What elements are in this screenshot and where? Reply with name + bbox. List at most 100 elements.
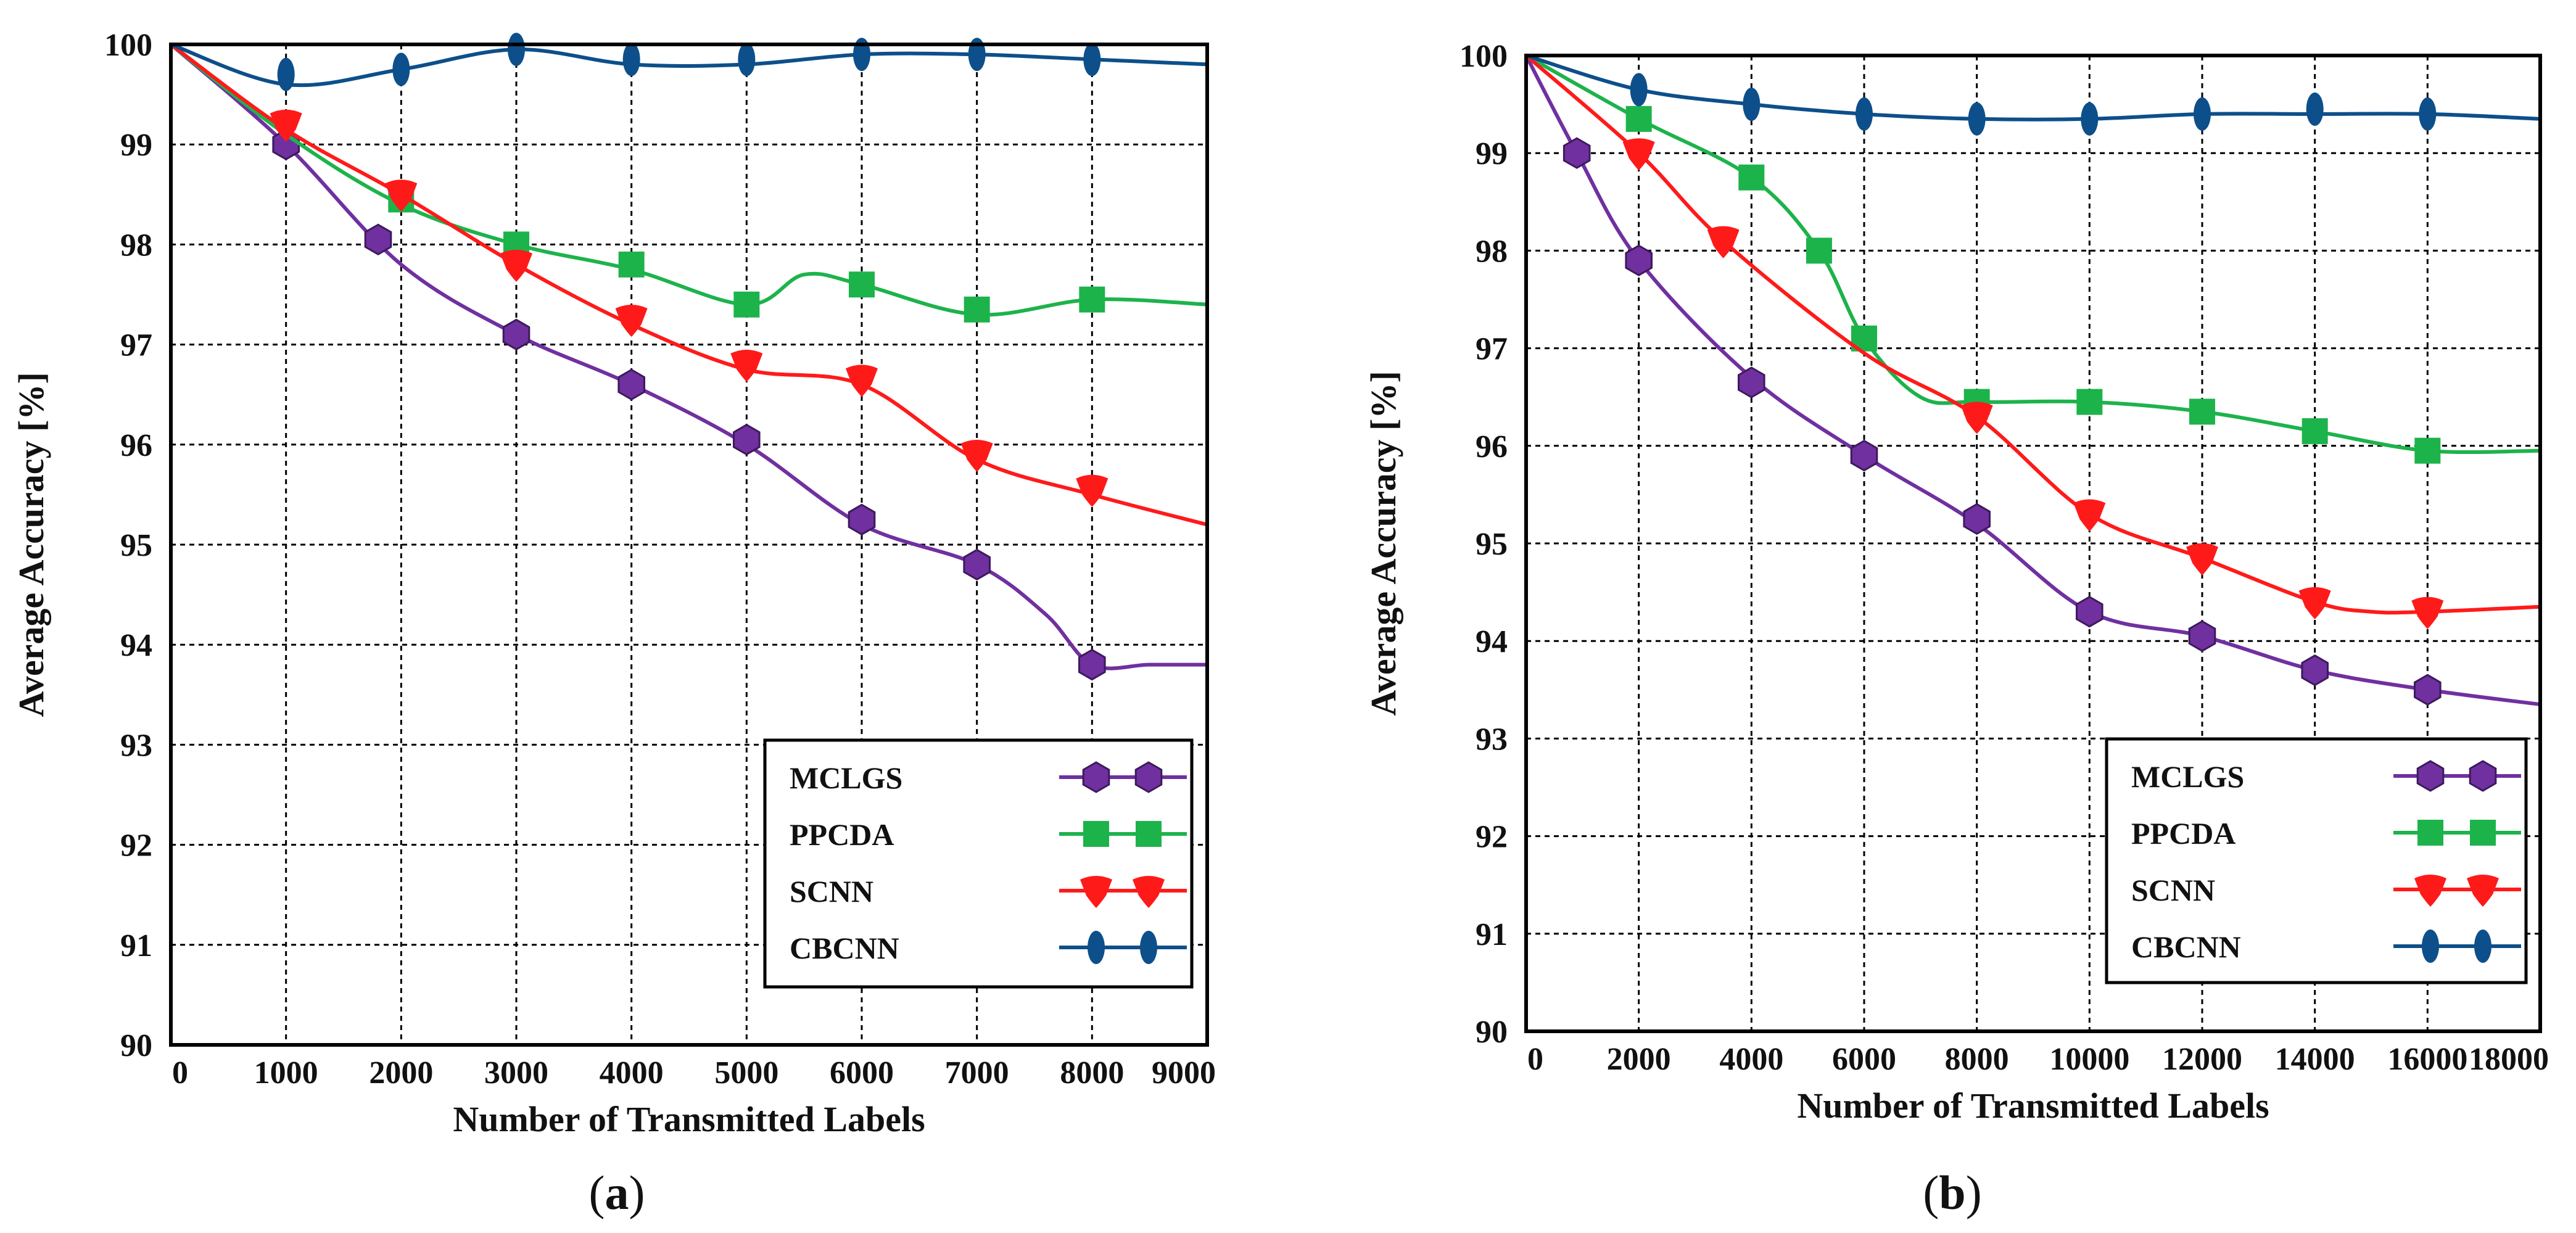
legend-marker-cbcnn <box>1088 931 1105 964</box>
data-point-mclgs <box>1850 439 1878 472</box>
series-ppcda <box>1525 54 2541 464</box>
y-tick-label: 96 <box>1476 429 1508 464</box>
x-tick-label: 12000 <box>2162 1042 2242 1077</box>
y-tick-label: 91 <box>120 928 152 963</box>
data-point-mclgs <box>1738 366 1765 398</box>
x-tick-label: 7000 <box>945 1055 1009 1091</box>
x-tick-label: 16000 <box>2387 1042 2467 1077</box>
y-tick-label: 94 <box>120 628 152 663</box>
data-point-mclgs <box>963 548 991 581</box>
data-point-ppcda <box>2189 398 2215 425</box>
y-tick-label: 90 <box>1476 1015 1508 1050</box>
series-mclgs <box>1524 54 2541 706</box>
data-point-scnn <box>270 109 302 142</box>
legend-label-cbcnn: CBCNN <box>2131 930 2241 964</box>
series-line-ppcda <box>170 43 1208 317</box>
panel-letter: b <box>1939 1166 1965 1219</box>
y-tick-label: 100 <box>104 28 152 63</box>
series-line-scnn <box>1525 54 2541 615</box>
data-point-cbcnn <box>2419 97 2437 131</box>
data-point-cbcnn <box>2194 97 2211 131</box>
x-tick-label: 8000 <box>1060 1055 1124 1091</box>
x-tick-label: 10000 <box>2049 1042 2129 1077</box>
y-tick-label: 93 <box>1476 722 1508 757</box>
data-point-ppcda <box>2414 437 2441 464</box>
data-point-mclgs <box>2076 595 2103 628</box>
x-tick-label: 6000 <box>830 1055 894 1091</box>
legend-marker-cbcnn <box>1140 931 1157 964</box>
legend-marker-scnn <box>1080 876 1112 908</box>
y-tick-label: 100 <box>1459 39 1508 74</box>
series-scnn <box>170 43 1208 527</box>
y-tick-label: 95 <box>1476 527 1508 562</box>
data-point-cbcnn <box>1083 43 1101 76</box>
y-tick-label: 99 <box>1476 136 1508 171</box>
data-point-cbcnn <box>1743 88 1761 122</box>
x-tick-label: 4000 <box>1719 1042 1783 1077</box>
x-tick-label: 1000 <box>254 1055 318 1091</box>
series-scnn <box>1525 54 2541 629</box>
y-tick-label: 98 <box>120 228 152 263</box>
legend-label-cbcnn: CBCNN <box>790 931 899 965</box>
data-point-scnn <box>960 440 993 472</box>
y-axis-label: Average Accuracy [%] <box>11 372 51 717</box>
legend-label-ppcda: PPCDA <box>2131 816 2235 851</box>
legend-marker-mclgs <box>1134 761 1163 793</box>
data-point-ppcda <box>1738 164 1765 191</box>
legend-marker-cbcnn <box>2474 930 2491 963</box>
data-point-scnn <box>1960 402 1993 434</box>
legend-label-scnn: SCNN <box>790 874 873 909</box>
data-point-ppcda <box>733 291 760 318</box>
x-axis-label: Number of Transmitted Labels <box>1797 1086 2269 1126</box>
data-point-scnn <box>1707 226 1740 258</box>
y-tick-label: 94 <box>1476 624 1508 659</box>
data-point-cbcnn <box>277 57 295 91</box>
y-axis-label: Average Accuracy [%] <box>1363 371 1403 715</box>
series-cbcnn <box>170 33 1208 91</box>
series-line-cbcnn <box>170 43 1208 88</box>
data-point-mclgs <box>502 318 530 351</box>
data-point-cbcnn <box>1856 97 1873 131</box>
x-tick-label: 14000 <box>2275 1042 2355 1077</box>
series-mclgs <box>170 43 1207 681</box>
data-point-cbcnn <box>508 33 525 67</box>
legend-label-scnn: SCNN <box>2131 873 2215 907</box>
x-tick-label: 0 <box>1527 1042 1543 1077</box>
legend-marker-scnn <box>1133 876 1165 908</box>
legend-marker-ppcda <box>2470 820 2496 846</box>
y-tick-label: 92 <box>120 828 152 864</box>
plot-frame <box>169 43 1209 1047</box>
data-point-scnn <box>615 305 648 337</box>
legend-marker-cbcnn <box>2422 930 2439 963</box>
y-tick-label: 97 <box>1476 332 1508 367</box>
data-point-mclgs <box>617 368 645 401</box>
y-tick-label: 95 <box>120 528 152 563</box>
legend-marker-ppcda <box>1083 821 1109 847</box>
data-point-mclgs <box>2301 654 2329 687</box>
x-tick-label: 5000 <box>714 1055 778 1091</box>
x-tick-label: 9000 <box>1152 1055 1216 1091</box>
chart-panel-b: 90 91 92 93 94 95 96 97 98 99 100 0 2000 4000 6000 8000… <box>1363 39 2549 1219</box>
x-tick-label: 18000 <box>2469 1042 2549 1077</box>
data-point-mclgs <box>1625 244 1653 276</box>
data-point-scnn <box>846 365 878 397</box>
x-tick-label: 6000 <box>1832 1042 1896 1077</box>
data-point-ppcda <box>2076 389 2103 415</box>
legend-label-mclgs: MCLGS <box>2131 759 2244 794</box>
x-tick-label: 8000 <box>1945 1042 2009 1077</box>
data-point-scnn <box>730 350 763 382</box>
series-line-ppcda <box>1525 54 2541 455</box>
panel-letter: a <box>605 1166 629 1219</box>
series-ppcda <box>170 43 1208 323</box>
data-point-scnn <box>2073 499 2106 532</box>
legend-box <box>2105 737 2528 984</box>
data-point-cbcnn <box>738 43 756 76</box>
x-tick-label: 2000 <box>1607 1042 1671 1077</box>
data-point-mclgs <box>733 423 761 456</box>
legend: MCLGS PPCDA SCNN CBCNN <box>763 738 1194 989</box>
y-tick-label: 90 <box>120 1028 152 1063</box>
data-point-ppcda <box>1625 105 1652 132</box>
y-tick-label: 98 <box>1476 234 1508 269</box>
